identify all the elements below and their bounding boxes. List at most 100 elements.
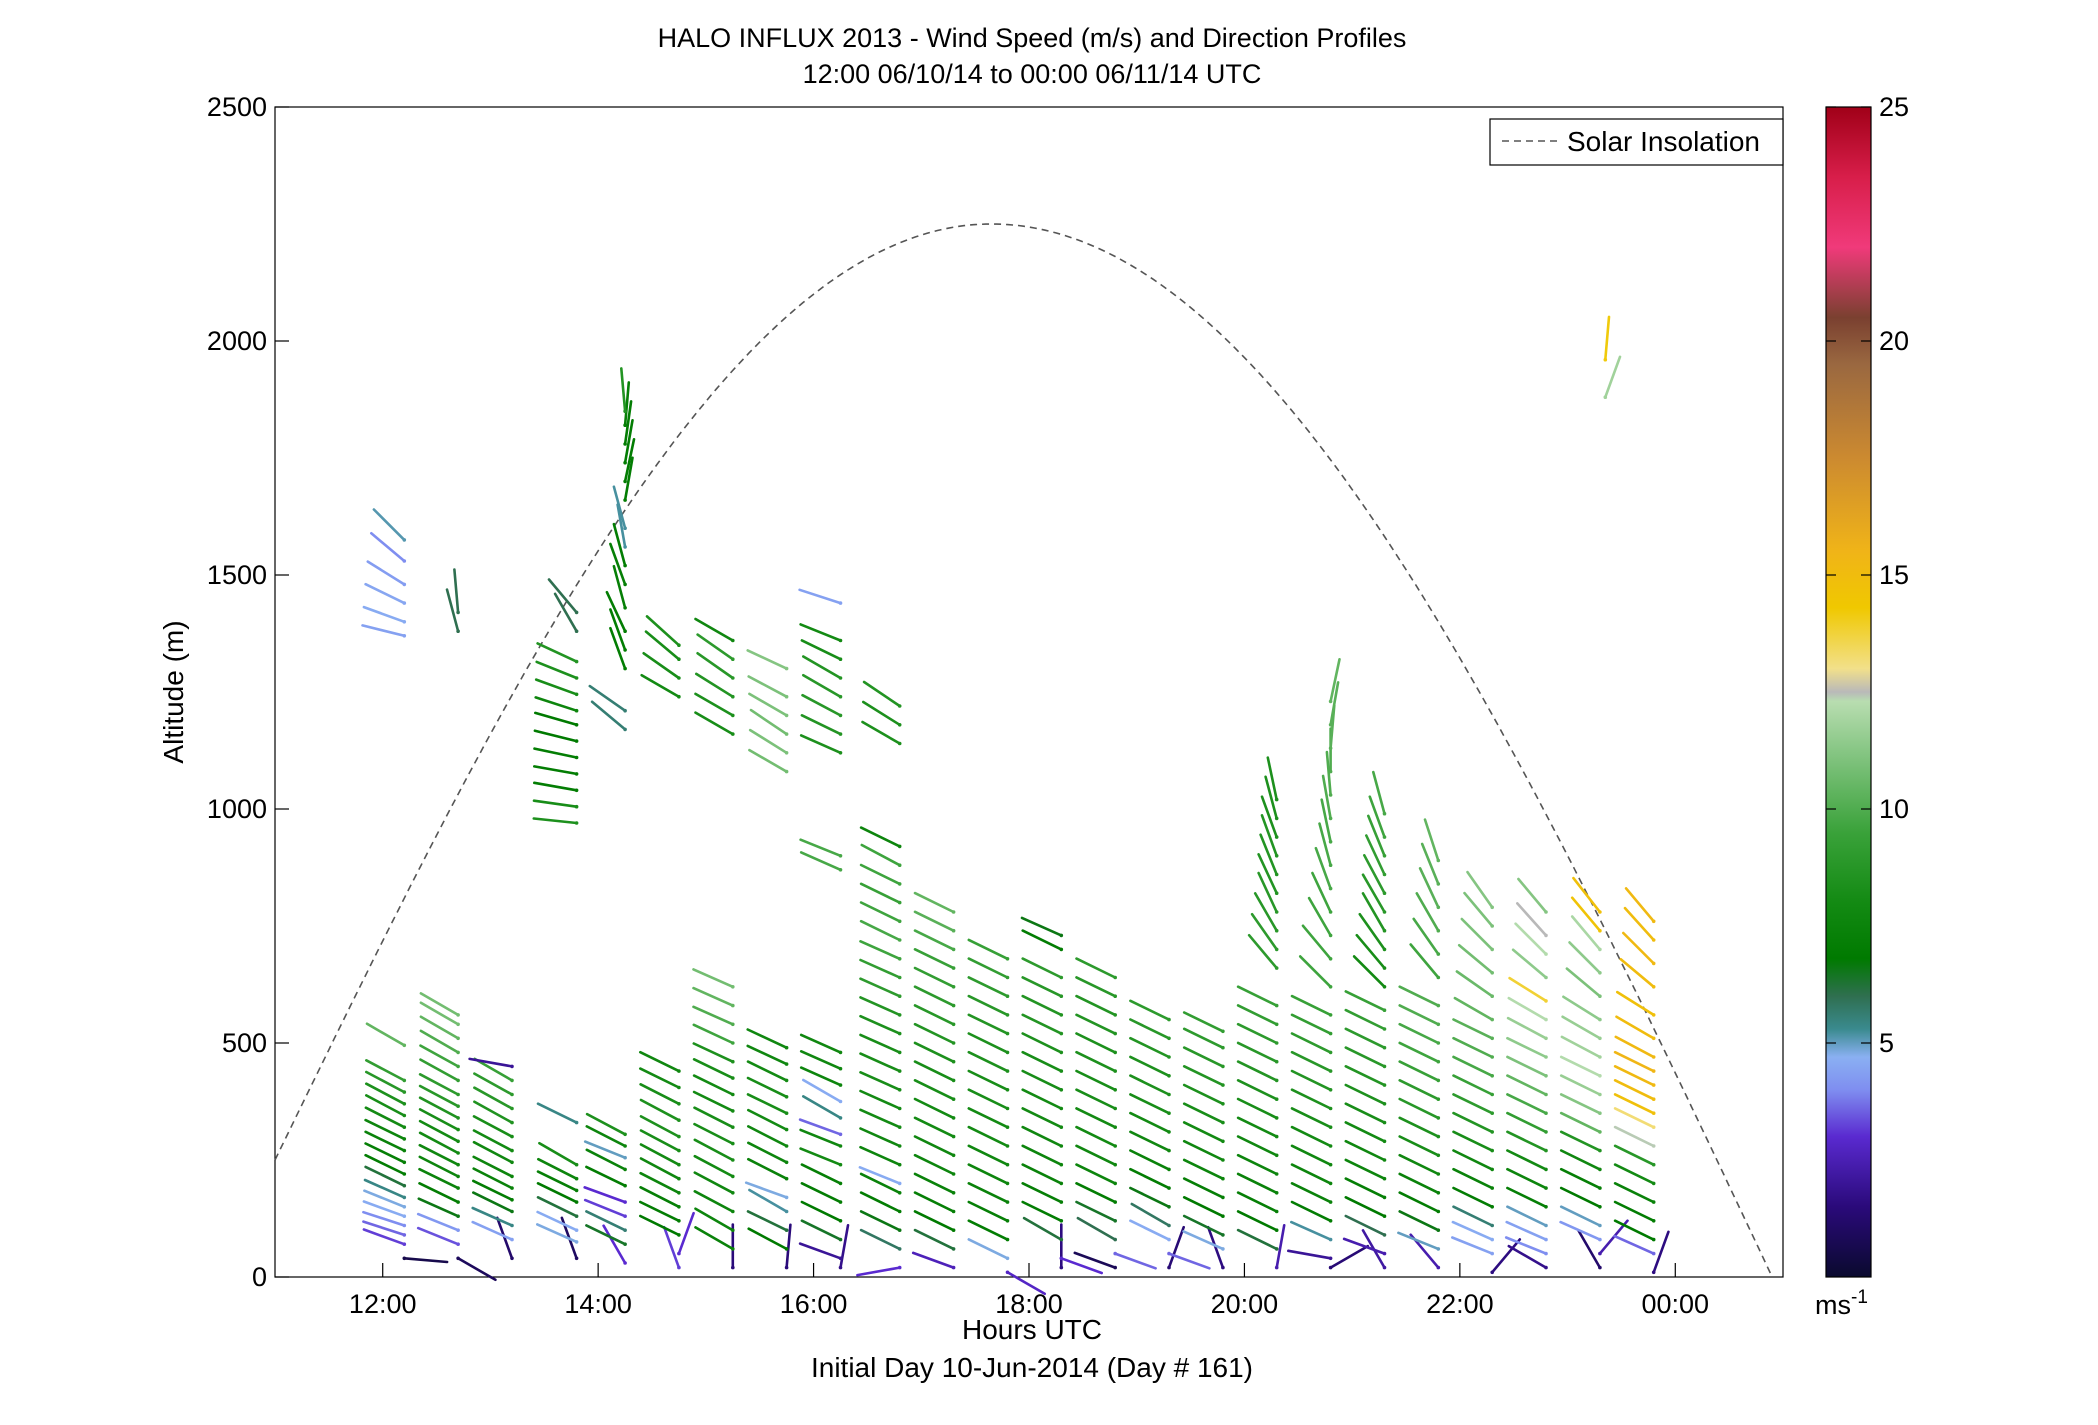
wind-barb-origin xyxy=(1382,891,1387,895)
wind-barb-origin xyxy=(1651,1069,1656,1073)
wind-barb-origin xyxy=(1598,1237,1602,1242)
wind-barb-origin xyxy=(731,1076,735,1080)
wind-barb-origin xyxy=(574,1256,579,1261)
wind-barb-origin xyxy=(510,1148,514,1153)
wind-barb xyxy=(1182,1121,1225,1143)
wind-barb-origin xyxy=(1274,1116,1279,1120)
wind-barb-origin xyxy=(1005,1144,1010,1148)
wind-barb-origin xyxy=(1328,957,1333,961)
wind-barb-origin xyxy=(1382,835,1387,839)
wind-barb xyxy=(1129,999,1171,1021)
wind-barb xyxy=(694,1226,735,1251)
wind-barb-origin xyxy=(402,1205,407,1209)
wind-barb xyxy=(859,1108,902,1129)
wind-barb-origin xyxy=(951,1116,956,1120)
wind-barb xyxy=(801,1078,842,1103)
wind-profile-column xyxy=(1287,657,1370,1270)
wind-barb-origin xyxy=(1059,1144,1064,1148)
wind-barb-origin xyxy=(1436,858,1441,863)
wind-barb xyxy=(1613,1200,1655,1223)
wind-barb xyxy=(1344,1196,1386,1218)
wind-barb-origin xyxy=(951,1003,956,1008)
wind-barb xyxy=(1452,1055,1494,1078)
wind-barb xyxy=(967,1107,1009,1129)
wind-barb-origin xyxy=(1274,910,1279,914)
wind-barb-origin xyxy=(623,1155,627,1160)
wind-barb xyxy=(1559,1130,1602,1152)
wind-barb xyxy=(1358,912,1386,951)
wind-barb-origin xyxy=(1113,1013,1117,1017)
wind-barb xyxy=(364,1165,406,1187)
wind-barb-origin xyxy=(731,1191,735,1195)
wind-barb xyxy=(694,711,735,736)
wind-barb-origin xyxy=(838,1200,843,1204)
wind-barb-origin xyxy=(623,442,627,446)
wind-barb xyxy=(692,1058,735,1080)
wind-barb xyxy=(1516,902,1548,937)
wind-barb-origin xyxy=(1221,1247,1225,1251)
wind-barb-origin xyxy=(1328,1237,1333,1242)
wind-barb xyxy=(1060,1257,1103,1275)
wind-barb-origin xyxy=(1544,1111,1548,1115)
wind-barb xyxy=(1344,1046,1386,1068)
wind-barb-origin xyxy=(1598,1092,1602,1097)
wind-barb xyxy=(588,684,627,713)
wind-barb-origin xyxy=(1382,1176,1387,1181)
wind-barb xyxy=(1559,1074,1602,1096)
wind-profile-column xyxy=(692,617,735,1270)
wind-barb xyxy=(536,1182,578,1204)
wind-barb xyxy=(1307,896,1332,937)
wind-barb xyxy=(364,1153,406,1176)
wind-barb xyxy=(801,1095,842,1120)
wind-barb-origin xyxy=(574,821,579,825)
wind-barb-origin xyxy=(1544,952,1548,956)
wind-barb-origin xyxy=(1059,1256,1064,1261)
wind-barb-origin xyxy=(402,1242,407,1246)
wind-barb xyxy=(638,1050,681,1073)
wind-barb xyxy=(1560,1035,1602,1059)
wind-barb-origin xyxy=(1651,1251,1656,1256)
wind-barb xyxy=(1290,1144,1332,1166)
wind-barb-origin xyxy=(677,1118,681,1122)
wind-barb xyxy=(859,1033,902,1054)
wind-barb xyxy=(364,1094,406,1117)
wind-barb-origin xyxy=(1221,1195,1225,1200)
wind-barb xyxy=(363,1189,406,1209)
wind-barb-origin xyxy=(1274,1059,1279,1064)
wind-barb xyxy=(744,1181,788,1199)
wind-barb xyxy=(1511,948,1548,979)
wind-barb-origin xyxy=(1490,1074,1494,1078)
wind-barb-origin xyxy=(1113,1050,1117,1055)
wind-barb xyxy=(534,696,578,713)
wind-barb-origin xyxy=(897,900,902,905)
wind-barb-origin xyxy=(456,1050,460,1055)
wind-barb-origin xyxy=(1382,1139,1387,1144)
wind-barb-origin xyxy=(731,1209,735,1214)
wind-barb-origin xyxy=(784,1265,789,1270)
wind-barb-origin xyxy=(510,1174,514,1179)
wind-barb xyxy=(1236,1210,1278,1232)
wind-barb-origin xyxy=(677,657,681,661)
wind-barb xyxy=(419,1001,460,1026)
wind-barb-origin xyxy=(1328,793,1333,797)
wind-barb-origin xyxy=(1113,994,1117,998)
wind-barb xyxy=(1329,657,1341,703)
wind-barb xyxy=(585,1224,627,1246)
wind-barb-origin xyxy=(1274,891,1279,895)
wind-barb xyxy=(859,977,902,998)
wind-barb-origin xyxy=(574,659,579,664)
wind-barb-origin xyxy=(951,1097,956,1101)
wind-barb-origin xyxy=(1544,910,1548,914)
wind-barb-origin xyxy=(623,545,627,549)
wind-barb-origin xyxy=(574,708,579,713)
wind-barb xyxy=(913,1041,955,1063)
wind-barb-origin xyxy=(677,676,681,680)
wind-barb-origin xyxy=(1328,1265,1333,1270)
wind-barb xyxy=(1398,1097,1440,1120)
wind-barb xyxy=(694,672,735,699)
wind-barb-origin xyxy=(1274,928,1279,933)
wind-barb xyxy=(967,1182,1009,1204)
wind-barb-origin xyxy=(1167,1092,1171,1097)
wind-barb xyxy=(1290,1069,1332,1092)
chart-title: HALO INFLUX 2013 - Wind Speed (m/s) and … xyxy=(658,23,1407,53)
